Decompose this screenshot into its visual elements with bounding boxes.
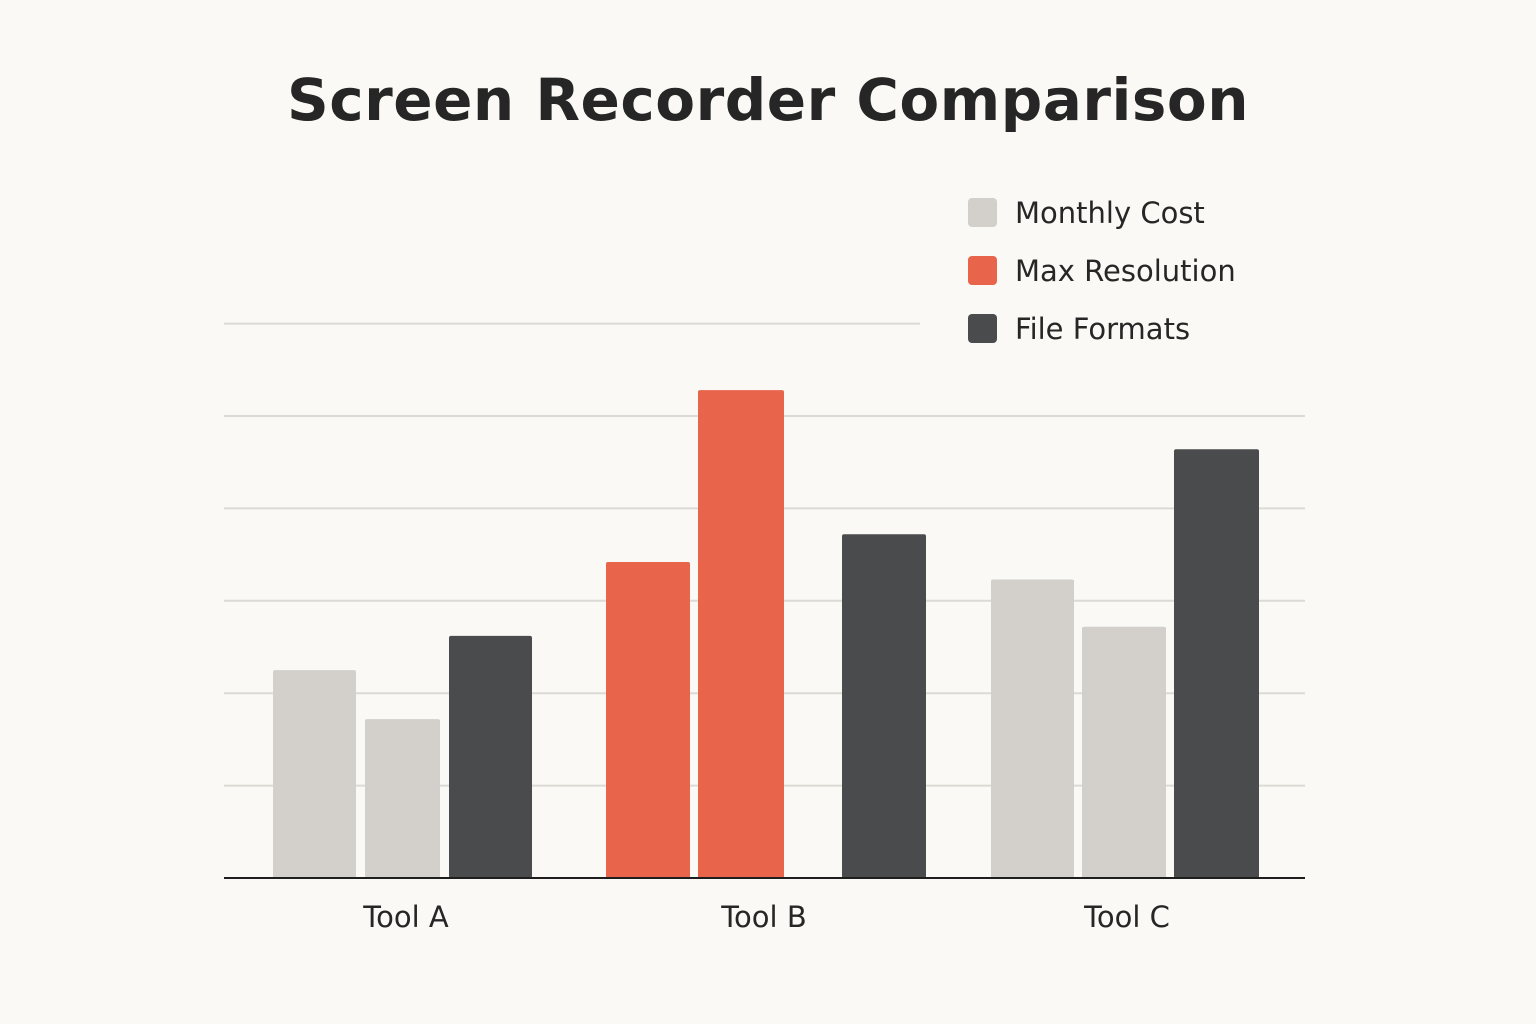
bar-3-1: [991, 579, 1074, 878]
bar-2-3: [842, 534, 926, 878]
legend-label: File Formats: [1015, 312, 1190, 346]
bar-1-2: [365, 719, 440, 878]
legend-label: Monthly Cost: [1015, 196, 1205, 230]
legend: Monthly Cost Max Resolution File Formats: [968, 196, 1236, 346]
legend-swatch: [968, 314, 997, 343]
bar-3-2: [1082, 626, 1166, 878]
x-tick-label: Tool C: [1083, 900, 1170, 934]
bar-3-3: [1174, 449, 1259, 878]
bar-layer: [273, 390, 1259, 878]
x-tick-label: Tool B: [720, 900, 806, 934]
legend-label: Max Resolution: [1015, 254, 1236, 288]
legend-swatch: [968, 256, 997, 285]
legend-swatch: [968, 198, 997, 227]
bar-1-1: [273, 670, 356, 878]
tick-layer: Tool A Tool B Tool C: [362, 900, 1170, 934]
bar-2-2: [698, 390, 784, 878]
bar-1-3: [449, 635, 532, 878]
chart-title: Screen Recorder Comparison: [286, 66, 1250, 134]
x-tick-label: Tool A: [362, 900, 449, 934]
bar-2-1: [606, 562, 690, 878]
